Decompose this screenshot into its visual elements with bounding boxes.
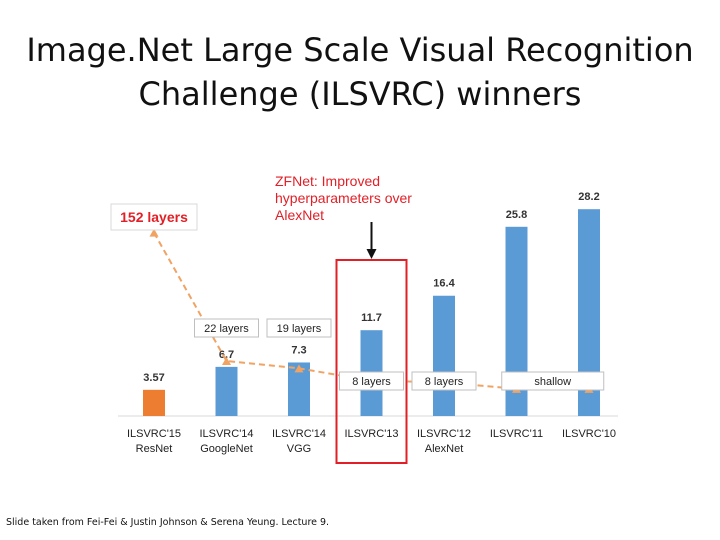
depth-label: 8 layers [352, 376, 391, 388]
subcategory-label: AlexNet [425, 443, 464, 455]
category-label: ILSVRC'14 [199, 428, 253, 440]
subcategory-label: VGG [287, 443, 311, 455]
slide-credit: Slide taken from Fei-Fei & Justin Johnso… [6, 517, 330, 528]
bar [288, 362, 310, 416]
category-label: ILSVRC'14 [272, 428, 326, 440]
subcategory-label: ResNet [136, 443, 173, 455]
category-label: ILSVRC'13 [344, 428, 398, 440]
category-label: ILSVRC'11 [490, 428, 543, 440]
depth-label: 22 layers [204, 323, 249, 335]
highlight-box [335, 259, 408, 464]
bar [505, 226, 528, 416]
bar-value-label: 3.57 [143, 372, 164, 384]
slide-title-line-2: Challenge (ILSVRC) winners [138, 75, 582, 113]
depth-label: shallow [534, 376, 571, 388]
slide-title: Image.Net Large Scale Visual Recognition… [0, 28, 720, 116]
depth-label: 8 layers [425, 376, 464, 388]
annotation-arrow-head [366, 249, 377, 259]
depth-label-box [411, 371, 477, 391]
depth-label-box [194, 318, 259, 338]
depth-label-box [110, 203, 198, 231]
depth-trend-marker [149, 228, 159, 237]
bar [215, 366, 238, 416]
slide-title-line-1: Image.Net Large Scale Visual Recognition [26, 31, 694, 69]
annotation-text-line: ZFNet: Improved [275, 173, 380, 189]
annotation-text-line: AlexNet [275, 207, 324, 223]
category-label: ILSVRC'12 [417, 428, 471, 440]
bar-value-label: 25.8 [506, 209, 527, 221]
category-label: ILSVRC'10 [562, 428, 616, 440]
bar-value-label: 16.4 [433, 278, 455, 290]
annotation-text-line: hyperparameters over [275, 190, 412, 206]
bar [143, 389, 165, 416]
bar-value-label: 11.7 [361, 312, 382, 324]
depth-label: 152 layers [120, 209, 188, 225]
depth-label-box [266, 318, 332, 338]
bar-value-label: 6.7 [219, 349, 234, 361]
depth-label-box [339, 371, 404, 391]
subcategory-label: GoogleNet [200, 443, 253, 455]
depth-trend-marker [294, 364, 304, 373]
bar-value-label: 28.2 [578, 191, 599, 203]
bar-value-label: 7.3 [291, 344, 306, 356]
depth-label-box [501, 371, 605, 391]
bar [578, 209, 600, 416]
category-label: ILSVRC'15 [127, 428, 181, 440]
bar [433, 295, 455, 416]
depth-trend-marker [222, 357, 231, 365]
depth-label: 19 layers [277, 323, 322, 335]
